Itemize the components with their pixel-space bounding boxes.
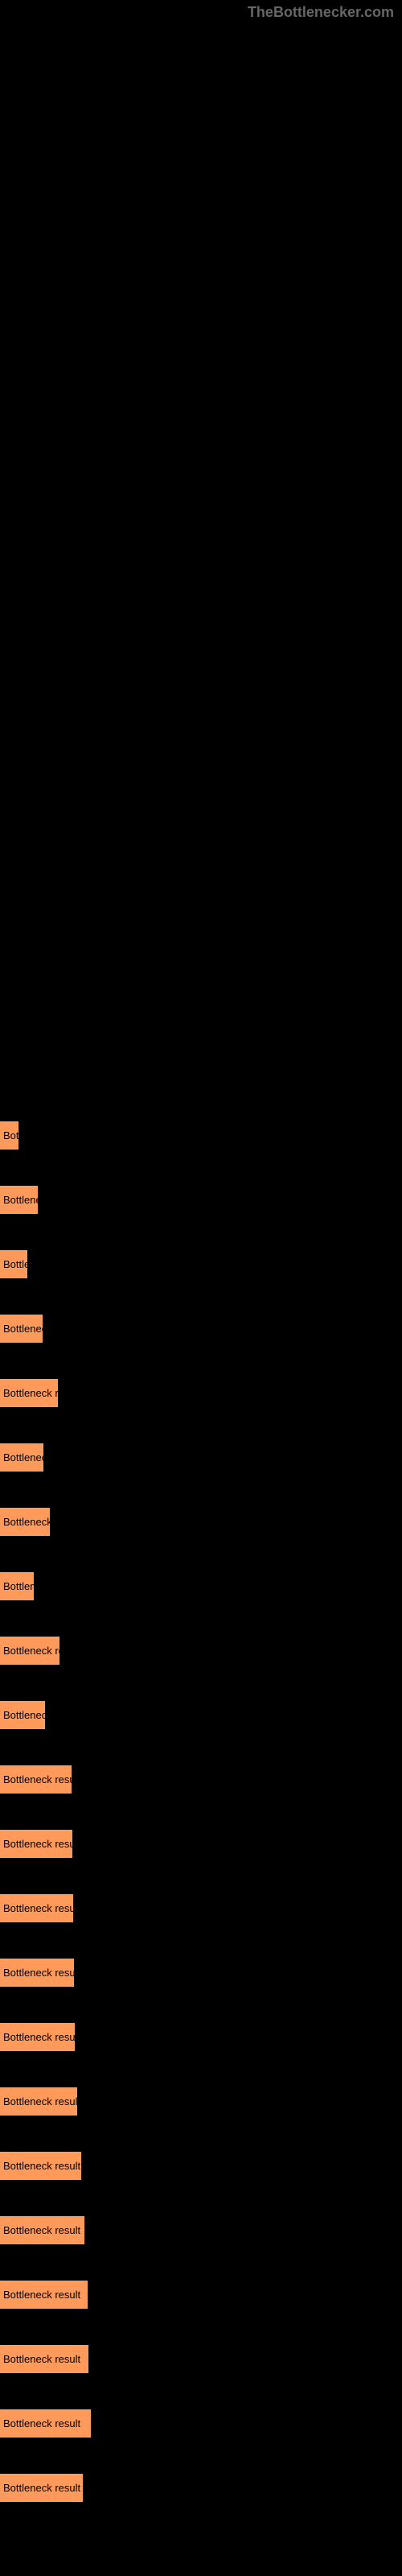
bar-row: Bottleneck result xyxy=(0,1959,402,1987)
bar-label: Bottleneck result xyxy=(3,2224,80,2236)
bar-label: Bottleneck result xyxy=(3,1773,72,1785)
chart-bar: Bottleneck res xyxy=(0,1379,58,1407)
top-spacer xyxy=(0,25,402,1121)
bar-row: Bottleneck result xyxy=(0,2216,402,2244)
bar-row: Bottleneck result xyxy=(0,2474,402,2502)
chart-bar: Bottlened xyxy=(0,1186,38,1214)
chart-bar: Bottleneck xyxy=(0,1315,43,1343)
bar-label: Bottleneck xyxy=(3,1709,45,1721)
bar-label: Bottleneck r xyxy=(3,1516,50,1528)
bar-row: Bottleneck res xyxy=(0,1637,402,1665)
chart-bar: Bottleneck result xyxy=(0,1959,74,1987)
chart-bar: Bottleneck res xyxy=(0,1637,59,1665)
bar-label: Bottleneck res xyxy=(3,1387,58,1399)
bar-row: Bottleneck result xyxy=(0,2152,402,2180)
bar-label: Bottleneck result xyxy=(3,2482,80,2494)
chart-bar: Bottleneck result xyxy=(0,2281,88,2309)
bar-row: Bottleneck res xyxy=(0,1379,402,1407)
chart-bar: Bottleneck result xyxy=(0,2474,83,2502)
bar-row: Bottleneck result xyxy=(0,2409,402,2438)
bar-label: Bott xyxy=(3,1129,18,1141)
bar-row: Bottleneck xyxy=(0,1315,402,1343)
bar-label: Bottleneck result xyxy=(3,2031,75,2043)
bar-label: Bottleneck result xyxy=(3,2289,80,2301)
chart-bar: Bottleneck result xyxy=(0,2216,84,2244)
chart-bar: Bottleneck xyxy=(0,1701,45,1729)
bar-row: Bottleneck result xyxy=(0,2023,402,2051)
bar-label: Bottlene xyxy=(3,1580,34,1592)
chart-bar: Bottleneck result xyxy=(0,2152,81,2180)
chart-bar: Bottle xyxy=(0,1250,27,1278)
chart-bar: Bottleneck result xyxy=(0,2345,88,2373)
bar-label: Bottleneck result xyxy=(3,2353,80,2365)
bar-label: Bottleneck result xyxy=(3,2095,77,2107)
bar-chart: Bott Bottlened Bottle Bottleneck Bottleneck … xyxy=(0,1121,402,2502)
bar-label: Bottleneck result xyxy=(3,1902,73,1914)
bar-row: Bottleneck xyxy=(0,1443,402,1472)
bar-row: Bottleneck r xyxy=(0,1508,402,1536)
bar-label: Bottleneck result xyxy=(3,1967,74,1979)
chart-bar: Bottleneck result xyxy=(0,1894,73,1922)
chart-bar: Bottleneck result xyxy=(0,1765,72,1794)
bar-label: Bottleneck result xyxy=(3,1838,72,1850)
bar-row: Bottleneck result xyxy=(0,1894,402,1922)
chart-bar: Bott xyxy=(0,1121,18,1150)
bar-row: Bottlened xyxy=(0,1186,402,1214)
bar-label: Bottleneck res xyxy=(3,1645,59,1657)
chart-bar: Bottleneck result xyxy=(0,2409,91,2438)
watermark: TheBottlenecker.com xyxy=(0,0,402,25)
bar-label: Bottle xyxy=(3,1258,27,1270)
chart-bar: Bottleneck result xyxy=(0,1830,72,1858)
bar-label: Bottleneck result xyxy=(3,2160,80,2172)
chart-bar: Bottleneck result xyxy=(0,2023,75,2051)
bar-row: Bottleneck result xyxy=(0,2345,402,2373)
bar-row: Bottleneck result xyxy=(0,1765,402,1794)
bar-row: Bottlene xyxy=(0,1572,402,1600)
chart-bar: Bottleneck r xyxy=(0,1508,50,1536)
bar-row: Bottleneck result xyxy=(0,2281,402,2309)
bar-row: Bott xyxy=(0,1121,402,1150)
bar-label: Bottlened xyxy=(3,1194,38,1206)
chart-bar: Bottleneck xyxy=(0,1443,43,1472)
bar-row: Bottleneck xyxy=(0,1701,402,1729)
bar-label: Bottleneck result xyxy=(3,2417,80,2429)
bar-row: Bottleneck result xyxy=(0,1830,402,1858)
chart-bar: Bottlene xyxy=(0,1572,34,1600)
bar-row: Bottleneck result xyxy=(0,2087,402,2116)
bar-label: Bottleneck xyxy=(3,1451,43,1463)
bar-row: Bottle xyxy=(0,1250,402,1278)
bar-label: Bottleneck xyxy=(3,1323,43,1335)
chart-bar: Bottleneck result xyxy=(0,2087,77,2116)
